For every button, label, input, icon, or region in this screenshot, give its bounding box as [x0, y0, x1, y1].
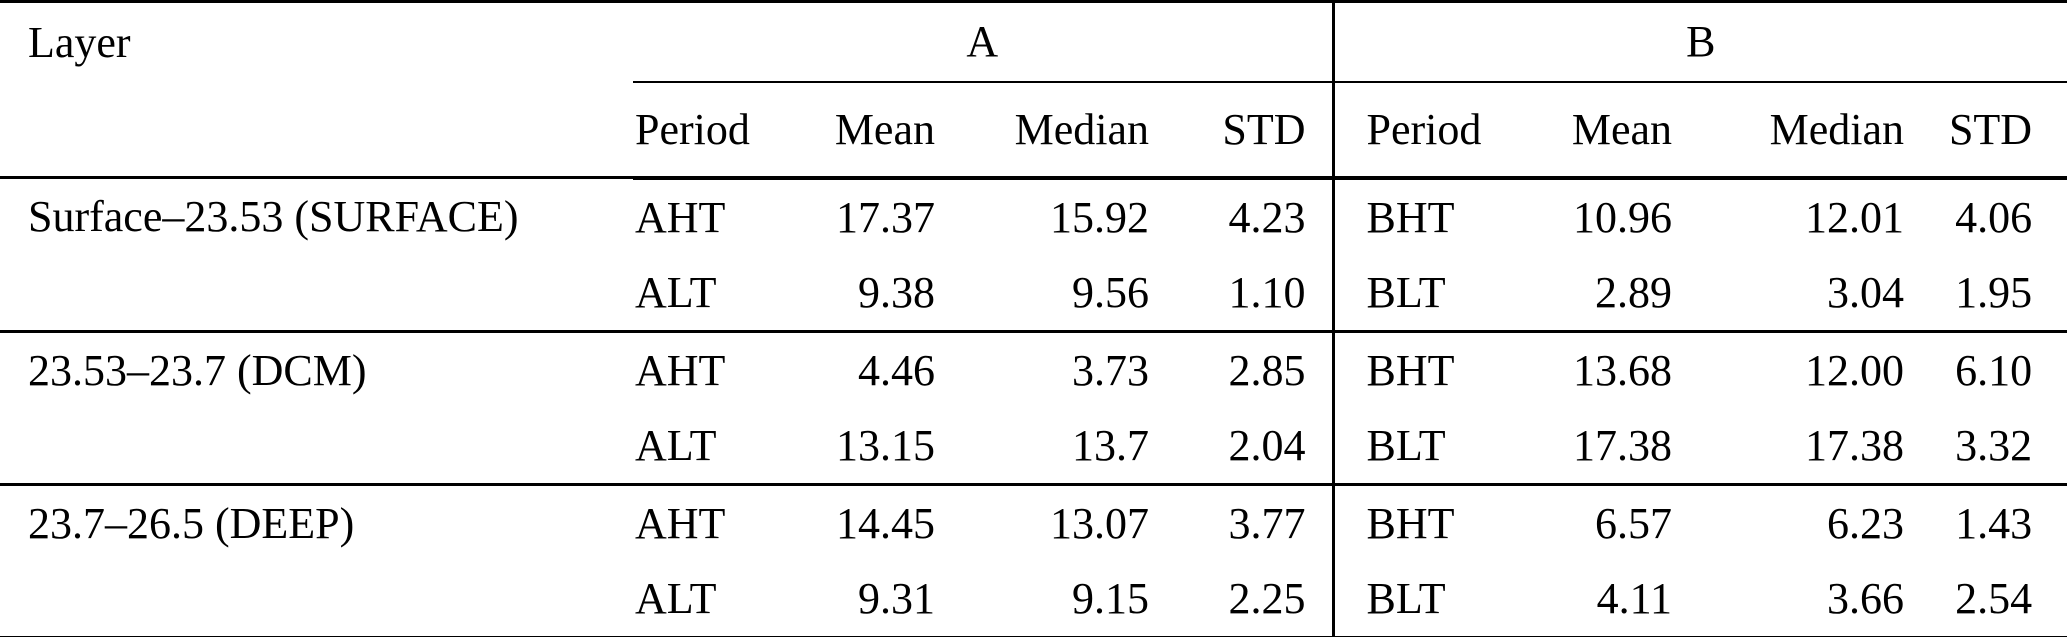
group-header-row: Layer A B — [0, 1, 2067, 83]
cell-b-period: BHT — [1331, 482, 1526, 561]
cell-a-std: 2.25 — [1228, 573, 1306, 623]
cell-b-mean: 4.11 — [1596, 573, 1673, 623]
cell-b-period: BLT — [1331, 254, 1526, 331]
cell-a-period: AHT — [633, 482, 773, 561]
cell-b-mean: 13.68 — [1525, 329, 1676, 408]
cell-a-mean: 4.46 — [773, 329, 938, 408]
cell-b-median: 12.01 — [1675, 176, 1908, 255]
table-row: ALT 13.15 13.7 2.04 BLT 17.38 17.38 3.32 — [0, 407, 2067, 484]
cell-b-period: BLT — [1331, 560, 1526, 637]
col-header-a-std: STD — [1152, 81, 1334, 180]
layer-cell: 23.7–26.5 (DEEP) — [0, 482, 633, 637]
table-row: ALT 9.31 9.15 2.25 BLT 4.11 3.66 2.54 — [0, 560, 2067, 637]
cell-a-median: 9.56 — [1072, 267, 1149, 317]
cell-a-std: 3.77 — [1152, 482, 1334, 561]
cell-b-median: 6.23 — [1675, 482, 1908, 561]
cell-b-median: 3.66 — [1827, 573, 1905, 623]
col-header-a-period: Period — [633, 81, 773, 180]
layer-cell: 23.53–23.7 (DCM) — [0, 329, 633, 484]
cell-b-mean: 2.89 — [1595, 267, 1673, 317]
cell-a-mean: 14.45 — [773, 482, 938, 561]
cell-a-period: AHT — [633, 176, 773, 255]
cell-a-period: ALT — [635, 420, 717, 470]
cell-a-mean: 13.15 — [836, 420, 935, 470]
col-header-a-mean: Mean — [773, 81, 938, 180]
cell-a-std: 2.04 — [1228, 420, 1306, 470]
col-header-a-median: Median — [938, 81, 1152, 180]
cell-a-std: 1.10 — [1228, 267, 1306, 317]
layer-cell: Surface–23.53 (SURFACE) — [0, 176, 633, 331]
cell-a-period: AHT — [633, 329, 773, 408]
column-header-layer: Layer — [28, 18, 131, 67]
col-header-b-period: Period — [1331, 81, 1526, 180]
cell-a-median: 15.92 — [938, 176, 1152, 255]
cell-b-std: 6.10 — [1907, 329, 2067, 408]
cell-b-mean: 10.96 — [1525, 176, 1676, 255]
cell-a-median: 13.07 — [938, 482, 1152, 561]
group-header-b: B — [1331, 1, 2067, 83]
cell-a-median: 3.73 — [938, 329, 1152, 408]
cell-b-mean: 6.57 — [1525, 482, 1676, 561]
cell-a-mean: 9.38 — [858, 267, 935, 317]
cell-a-median: 13.7 — [1072, 420, 1149, 470]
cell-b-std: 4.06 — [1907, 176, 2067, 255]
cell-b-median: 17.38 — [1805, 420, 1905, 470]
cell-b-std: 3.32 — [1955, 420, 2033, 470]
table-row: 23.7–26.5 (DEEP) AHT 14.45 13.07 3.77 BH… — [0, 482, 2067, 637]
cell-b-mean: 17.38 — [1573, 420, 1673, 470]
group-header-a: A — [633, 1, 1334, 83]
cell-b-std: 1.95 — [1955, 267, 2033, 317]
sub-header-row: Period Mean Median STD Period Mean Media… — [0, 81, 2067, 180]
cell-b-period: BHT — [1331, 176, 1526, 255]
cell-b-median: 3.04 — [1827, 267, 1905, 317]
cell-a-mean: 17.37 — [773, 176, 938, 255]
cell-a-mean: 9.31 — [858, 573, 935, 623]
cell-b-std: 1.43 — [1907, 482, 2067, 561]
cell-b-period: BHT — [1331, 329, 1526, 408]
cell-b-median: 12.00 — [1675, 329, 1908, 408]
cell-a-std: 4.23 — [1152, 176, 1334, 255]
table-row: 23.53–23.7 (DCM) AHT 4.46 3.73 2.85 BHT … — [0, 329, 2067, 484]
cell-a-period: ALT — [635, 267, 717, 317]
cell-a-period: ALT — [635, 573, 717, 623]
table-row: Surface–23.53 (SURFACE) AHT 17.37 15.92 … — [0, 176, 2067, 331]
col-header-b-median: Median — [1675, 81, 1908, 180]
table-row: ALT 9.38 9.56 1.10 BLT 2.89 3.04 1.95 — [0, 254, 2067, 331]
cell-b-std: 2.54 — [1955, 573, 2033, 623]
cell-b-period: BLT — [1331, 407, 1526, 484]
cell-a-median: 9.15 — [1072, 573, 1149, 623]
col-header-b-std: STD — [1907, 81, 2067, 180]
col-header-b-mean: Mean — [1525, 81, 1676, 180]
cell-a-std: 2.85 — [1152, 329, 1334, 408]
